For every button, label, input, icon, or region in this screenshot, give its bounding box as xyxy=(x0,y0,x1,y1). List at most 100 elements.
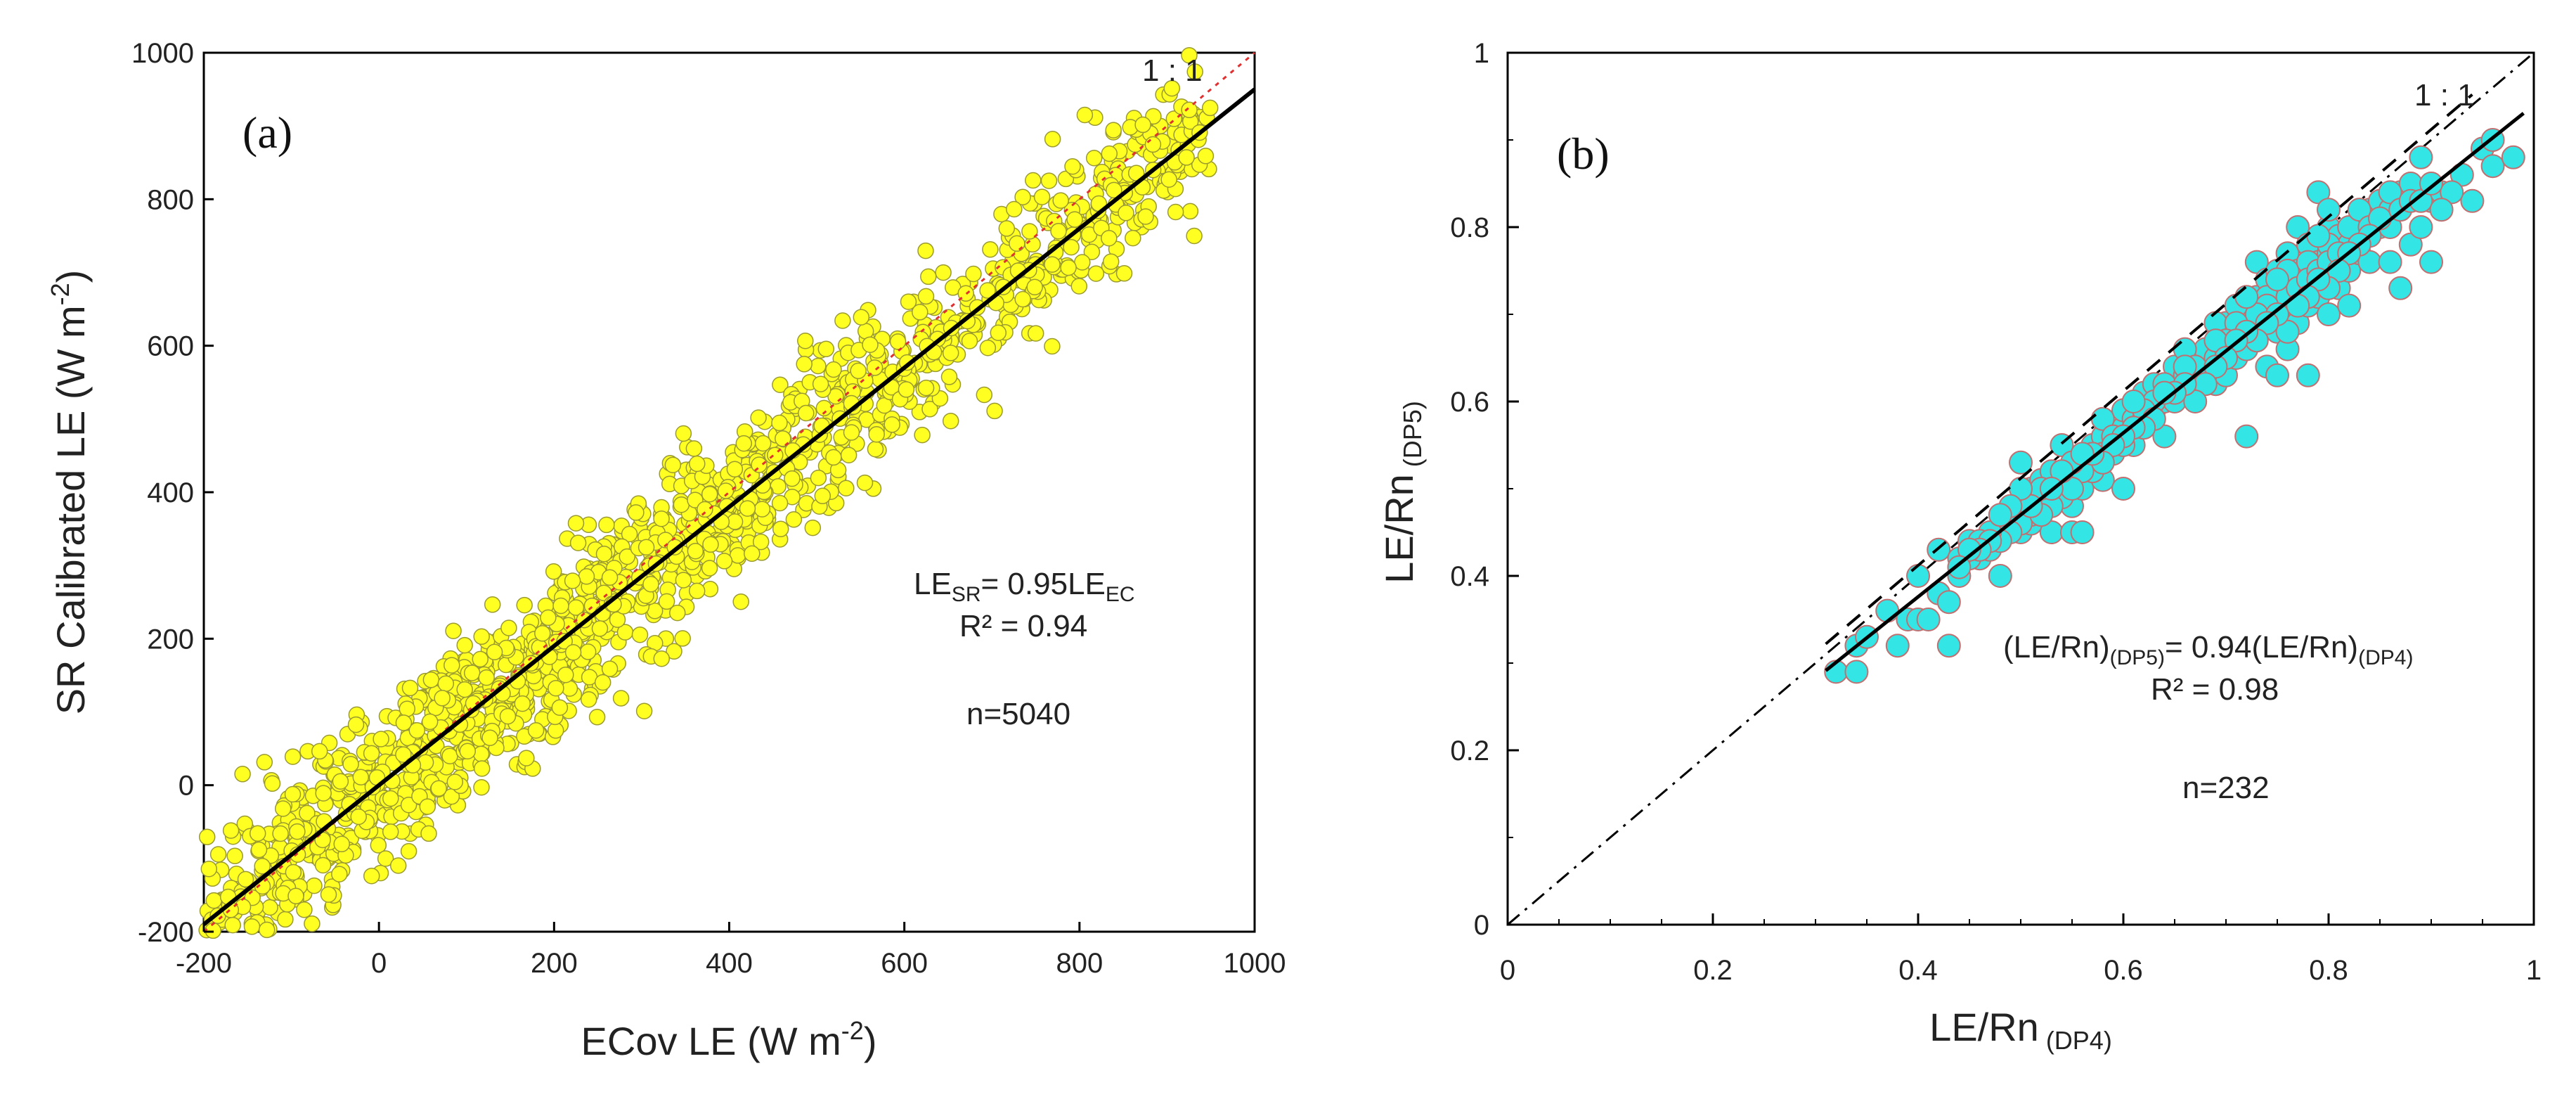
panel-b-point xyxy=(1988,564,2012,588)
panel-b-x-tick-label: 0.4 xyxy=(1898,955,1938,986)
panel-b-point xyxy=(1936,634,1961,658)
panel-a-point xyxy=(1044,256,1061,273)
panel-a-point xyxy=(815,399,833,417)
panel-a-point xyxy=(274,800,292,817)
panel-a-point xyxy=(284,748,302,765)
panel-a-point xyxy=(898,381,915,398)
panel-a-point xyxy=(399,700,416,717)
panel-a-y-axis-title: SR Calibrated LE (W m-2) xyxy=(46,270,93,715)
panel-b-point xyxy=(1988,503,2012,527)
panel-a-point xyxy=(701,560,718,577)
panel-a-point xyxy=(979,282,996,299)
panel-a-point xyxy=(408,722,426,739)
panel-a-point xyxy=(205,892,223,909)
panel-a-point xyxy=(609,611,626,628)
panel-a-point xyxy=(545,563,562,580)
panel-b-point xyxy=(2244,250,2269,274)
panel-a-point xyxy=(234,766,251,783)
panel-a-point xyxy=(998,220,1016,237)
panel-a-point xyxy=(1182,203,1199,220)
panel-a-point xyxy=(395,714,413,731)
panel-b-ticks: 0 0.2 0.4 0.6 0.8 1 0 0.2 0.4 0.6 0.8 1 xyxy=(1450,38,2542,986)
panel-b-point xyxy=(2070,520,2095,544)
panel-a-point xyxy=(226,847,243,865)
panel-a-point xyxy=(548,679,564,697)
panel-a-point xyxy=(717,482,734,499)
panel-a-point xyxy=(653,510,670,527)
panel-b-y-tick-label: 0.8 xyxy=(1450,212,1489,243)
panel-a-point xyxy=(557,666,574,683)
panel-a-x-tick-label: 1000 xyxy=(1224,948,1286,979)
panel-a-point xyxy=(237,871,254,888)
panel-a-point xyxy=(552,597,569,615)
panel-a-point xyxy=(917,242,934,259)
panel-a-x-tick-label: -200 xyxy=(176,948,232,979)
panel-a-point xyxy=(314,856,332,874)
panel-a-point xyxy=(254,857,271,875)
panel-a-point xyxy=(1009,235,1025,252)
panel-b-point xyxy=(1844,660,1869,684)
panel-a-point xyxy=(306,877,323,894)
panel-a-point xyxy=(419,798,436,815)
panel-a-point xyxy=(868,425,885,443)
panel-a-point xyxy=(1125,229,1141,247)
panel-a-point xyxy=(258,921,276,939)
panel-b-y-axis-title: LE/Rn (DP5) xyxy=(1377,401,1427,584)
panel-a-point xyxy=(430,780,447,797)
panel-b-x-tick-label: 1 xyxy=(2526,955,2542,986)
panel-a-x-tick-label: 0 xyxy=(371,948,387,979)
panel-a-x-tick-label: 800 xyxy=(1056,948,1103,979)
panel-a-point xyxy=(1118,205,1134,221)
panel-a-point xyxy=(473,628,490,646)
panel-a-y-tick-label: 400 xyxy=(147,477,194,508)
panel-a-point xyxy=(1106,181,1122,199)
panel-a-xlabel-end: ) xyxy=(864,1019,877,1063)
panel-a-point xyxy=(1052,192,1069,209)
panel-a-point xyxy=(1115,265,1133,282)
panel-b-x-tick-label: 0 xyxy=(1500,955,1515,986)
panel-a-point xyxy=(564,572,581,589)
panel-b-y-tick-label: 0.6 xyxy=(1450,387,1489,418)
panel-a-point xyxy=(961,333,978,349)
panel-b-point xyxy=(2234,285,2259,309)
panel-a-point xyxy=(687,542,704,560)
panel-a-point xyxy=(198,828,216,846)
panel-b-point xyxy=(2296,363,2320,387)
panel-b-point xyxy=(2111,477,2135,501)
panel-a-x-tick-label: 600 xyxy=(881,948,928,979)
panel-b-point xyxy=(2101,433,2125,457)
panel-a-point xyxy=(1085,149,1103,167)
panel-a-point xyxy=(621,525,638,543)
panel-a-point xyxy=(810,357,827,375)
panel-a-point xyxy=(866,359,884,376)
panel-a-point xyxy=(256,754,273,771)
panel-a-point xyxy=(315,785,332,802)
panel-a-point xyxy=(389,857,407,874)
panel-a-point xyxy=(595,584,612,602)
panel-a-point xyxy=(1025,172,1042,189)
panel-a-point xyxy=(1197,148,1215,165)
panel-a-point xyxy=(595,545,613,563)
panel-a-point xyxy=(569,534,587,551)
panel-a-point xyxy=(701,485,718,503)
panel-a-point xyxy=(635,702,653,719)
panel-b-point xyxy=(2286,215,2310,239)
panel-b-point xyxy=(2234,424,2259,449)
panel-b-point xyxy=(1885,634,1910,658)
panel-a-point xyxy=(735,435,753,452)
panel-a-y-tick-label: 600 xyxy=(147,331,194,362)
panel-b-eq2: = 0.94(LE/Rn) xyxy=(2165,630,2358,664)
panel-b-one-to-one-line xyxy=(1507,51,2535,926)
panel-a-point xyxy=(472,745,490,762)
panel-b-point xyxy=(2419,250,2443,274)
panel-b-point xyxy=(1916,608,1941,631)
panel-a-point xyxy=(688,582,706,600)
panel-a-point xyxy=(261,899,278,916)
panel-a-point xyxy=(1137,208,1154,225)
panel-a-y-tick-label: 200 xyxy=(147,624,194,655)
panel-a-point xyxy=(601,569,619,586)
panel-a-point xyxy=(1014,188,1031,206)
panel-b-point xyxy=(2317,198,2341,222)
panel-a-point xyxy=(1060,259,1077,276)
